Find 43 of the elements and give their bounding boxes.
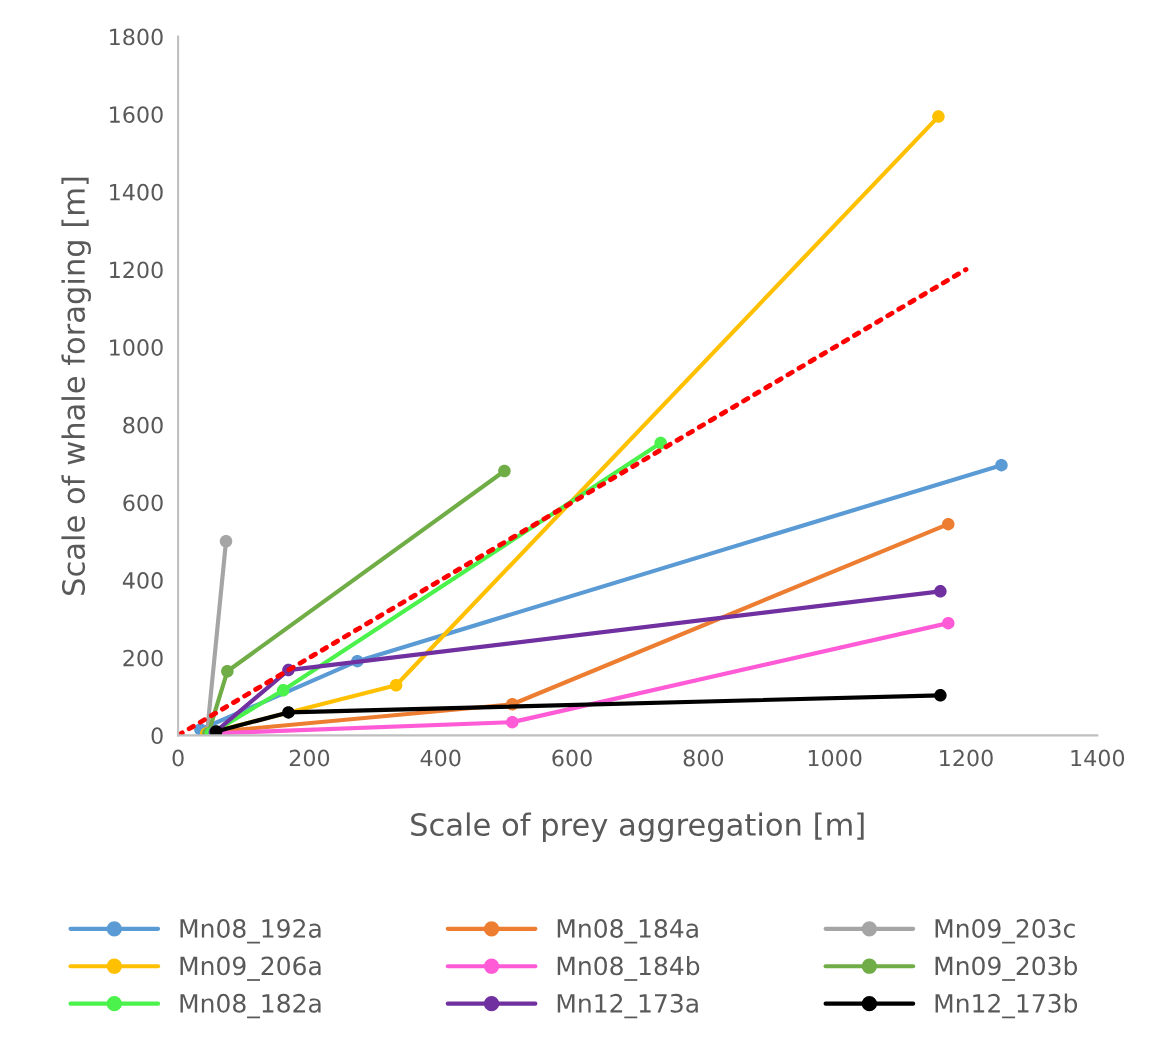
legend-label: Mn08_192a bbox=[180, 919, 321, 944]
y-tick-label: 600 bbox=[123, 494, 163, 512]
x-tick-label: 0 bbox=[172, 749, 184, 767]
point bbox=[219, 535, 233, 548]
point bbox=[932, 110, 945, 123]
y-tick-label: 400 bbox=[122, 572, 163, 589]
point bbox=[934, 585, 947, 598]
x-tick-label: 600 bbox=[552, 749, 592, 767]
legend-label: Mn12_173b bbox=[935, 993, 1078, 1019]
point bbox=[221, 665, 234, 678]
y-tick-label: 1600 bbox=[110, 106, 163, 124]
legend-label: Mn09_206a bbox=[180, 956, 321, 981]
y-tick-label: 800 bbox=[123, 416, 163, 434]
x-tick-label: 400 bbox=[420, 749, 461, 767]
point bbox=[934, 689, 947, 702]
point bbox=[498, 464, 511, 478]
y-tick-label: 1800 bbox=[110, 28, 163, 46]
legend-label: Mn09_203c bbox=[935, 919, 1075, 944]
x-tick-label: 1200 bbox=[940, 749, 993, 767]
point bbox=[654, 436, 667, 450]
y-tick-label: 1200 bbox=[110, 261, 163, 279]
point bbox=[995, 458, 1008, 472]
point bbox=[389, 679, 403, 692]
legend-label: Mn08_182a bbox=[180, 993, 321, 1019]
y-tick-label: 0 bbox=[151, 727, 163, 745]
legend-label: Mn08_184a bbox=[557, 919, 698, 944]
x-tick-label: 200 bbox=[289, 749, 330, 767]
x-tick-label: 1000 bbox=[808, 749, 862, 767]
y-tick-label: 1000 bbox=[110, 339, 163, 356]
y-axis-title: Scale of whale foraging [m] bbox=[61, 177, 91, 595]
point bbox=[282, 706, 295, 719]
point bbox=[942, 517, 955, 531]
y-tick-label: 1400 bbox=[110, 183, 163, 201]
point bbox=[506, 715, 519, 729]
x-tick-label: 800 bbox=[683, 749, 724, 767]
x-axis-title: Scale of prey aggregation [m] bbox=[411, 812, 864, 842]
point bbox=[276, 684, 290, 697]
point bbox=[942, 616, 955, 630]
legend-label: Mn09_203b bbox=[935, 955, 1078, 981]
legend-label: Mn12_173a bbox=[557, 993, 698, 1019]
y-tick-label: 200 bbox=[123, 649, 163, 667]
x-tick-label: 1400 bbox=[1071, 749, 1125, 767]
legend-label: Mn08_184b bbox=[557, 955, 700, 981]
